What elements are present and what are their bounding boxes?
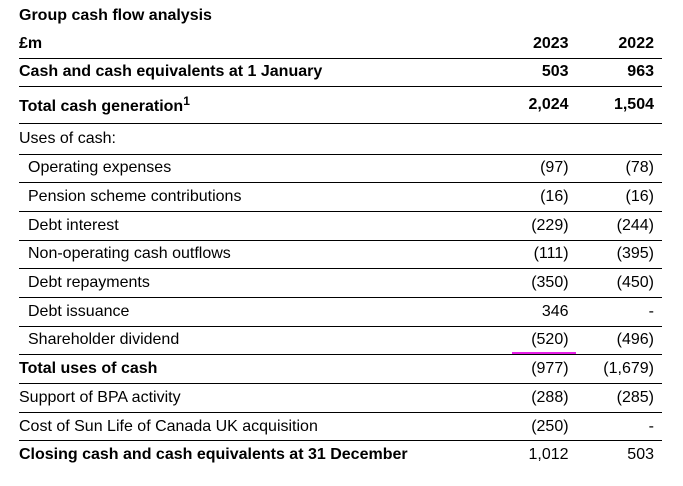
value-cell: 963 bbox=[576, 58, 662, 87]
value-cell: 503 bbox=[627, 446, 654, 464]
row-label: Debt issuance bbox=[19, 297, 492, 327]
value-cell: (111) bbox=[491, 240, 577, 270]
highlight-underline bbox=[512, 352, 576, 354]
header-cell: 2022 bbox=[576, 30, 662, 59]
value-cell: (350) bbox=[491, 268, 577, 298]
title: Group cash flow analysis bbox=[19, 7, 212, 24]
row-label: Cash and cash equivalents at 1 January bbox=[19, 58, 492, 87]
value-cell: 1,012 bbox=[528, 446, 569, 464]
label-text: Debt issuance bbox=[28, 302, 130, 320]
header-cell: 2023 bbox=[491, 30, 577, 59]
row-label: Support of BPA activity bbox=[19, 383, 492, 413]
value-cell: 346 bbox=[491, 297, 577, 327]
label-text: Total uses of cash bbox=[19, 360, 158, 378]
table-row: Cash and cash equivalents at 1 January 50… bbox=[19, 58, 662, 87]
value-cell: (1,679) bbox=[576, 354, 662, 384]
label-text: Non-operating cash outflows bbox=[28, 245, 231, 263]
label-text: Shareholder dividend bbox=[28, 331, 180, 349]
row-label: Shareholder dividend bbox=[19, 326, 492, 356]
table-row: Non-operating cash outflows (111) (395) bbox=[19, 240, 662, 270]
row-label: Cost of Sun Life of Canada UK acquisitio… bbox=[19, 412, 492, 442]
value-cell: (16) bbox=[491, 182, 577, 212]
value-cell: (244) bbox=[576, 211, 662, 241]
table-row: Operating expenses (97) (78) bbox=[19, 154, 662, 184]
table-row: Shareholder dividend (520) (496) bbox=[19, 326, 662, 356]
value-cell: 503 bbox=[491, 58, 577, 87]
value-cell: (78) bbox=[576, 154, 662, 184]
label-text: Uses of cash: bbox=[19, 129, 116, 147]
value-cell bbox=[491, 123, 577, 155]
value-cell: (97) bbox=[491, 154, 577, 184]
row-label: Debt interest bbox=[19, 211, 492, 241]
cash-flow-table: £m 2023 2022 Cash and cash equivalents a… bbox=[19, 30, 662, 470]
value-cell bbox=[576, 123, 662, 155]
label-text: Cash and cash equivalents at 1 January bbox=[19, 63, 323, 80]
row-label: Debt repayments bbox=[19, 268, 492, 298]
label-text: Operating expenses bbox=[28, 159, 172, 177]
value-cell: (229) bbox=[491, 211, 577, 241]
value-cell: (285) bbox=[576, 383, 662, 413]
table-row: Pension scheme contributions (16) (16) bbox=[19, 182, 662, 212]
row-label: Uses of cash: bbox=[19, 123, 492, 155]
header-row: £m 2023 2022 bbox=[19, 30, 662, 59]
value-cell: (450) bbox=[576, 268, 662, 298]
table-row: Support of BPA activity (288) (285) bbox=[19, 383, 662, 413]
row-label: Non-operating cash outflows bbox=[19, 240, 492, 270]
value-cell: 1,504 bbox=[576, 86, 662, 124]
label-text: Cost of Sun Life of Canada UK acquisitio… bbox=[19, 417, 318, 435]
label-text: Debt repayments bbox=[28, 274, 150, 292]
label-text: Debt interest bbox=[28, 216, 119, 234]
footnote-ref: 1 bbox=[183, 93, 190, 108]
value-cell: (288) bbox=[491, 383, 577, 413]
value-cell: (250) bbox=[491, 412, 577, 442]
value-cell: - bbox=[576, 412, 662, 442]
value-cell: (496) bbox=[576, 326, 662, 356]
row-label: Total uses of cash bbox=[19, 354, 492, 384]
value-cell: 2,024 bbox=[491, 86, 577, 124]
row-label: Total cash generation1 bbox=[19, 86, 492, 124]
value-cell: (520) bbox=[491, 326, 577, 356]
table-row: Debt repayments (350) (450) bbox=[19, 268, 662, 298]
label-text: Closing cash and cash equivalents at 31 … bbox=[19, 446, 408, 464]
table-row: Debt issuance 346- bbox=[19, 297, 662, 327]
label-text: Support of BPA activity bbox=[19, 388, 181, 406]
table-row: Cost of Sun Life of Canada UK acquisitio… bbox=[19, 412, 662, 442]
table-row: Total uses of cash (977) (1,679) bbox=[19, 354, 662, 384]
value-cell: (395) bbox=[576, 240, 662, 270]
table-row: Debt interest (229) (244) bbox=[19, 211, 662, 241]
table-row: Closing cash and cash equivalents at 31 … bbox=[19, 441, 662, 470]
row-label: Pension scheme contributions bbox=[19, 182, 492, 212]
header-cell: £m bbox=[19, 30, 492, 59]
value-cell: (977) bbox=[491, 354, 577, 384]
value-cell: (16) bbox=[576, 182, 662, 212]
label-text: Total cash generation bbox=[19, 97, 184, 115]
row-label: Operating expenses bbox=[19, 154, 492, 184]
table-row: Total cash generation1 2,024 1,504 bbox=[19, 86, 662, 124]
value-cell: - bbox=[576, 297, 662, 327]
row-label: Closing cash and cash equivalents at 31 … bbox=[19, 441, 491, 470]
table-row: Uses of cash: bbox=[19, 123, 662, 155]
label-text: Pension scheme contributions bbox=[28, 188, 242, 206]
